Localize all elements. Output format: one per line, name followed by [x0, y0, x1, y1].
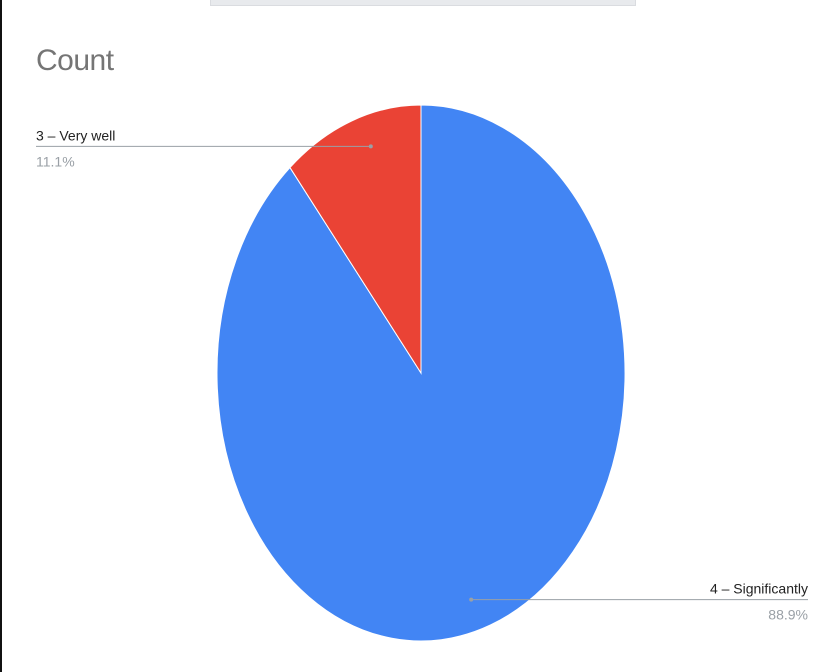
pie-slices	[216, 104, 626, 642]
slice-label-1: 3 – Very well	[36, 127, 115, 143]
top-strip	[210, 0, 636, 6]
slice-label-0: 4 – Significantly	[710, 581, 808, 597]
leader-lines	[36, 144, 808, 602]
chart-title: Count	[36, 44, 114, 77]
slice-percent-1: 11.1%	[36, 153, 75, 169]
left-border	[0, 0, 2, 672]
slice-labels: 4 – Significantly 88.9% 3 – Very well 11.1%	[36, 127, 808, 622]
pie-slice-1[interactable]	[289, 104, 422, 375]
slice-percent-0: 88.9%	[768, 607, 808, 623]
